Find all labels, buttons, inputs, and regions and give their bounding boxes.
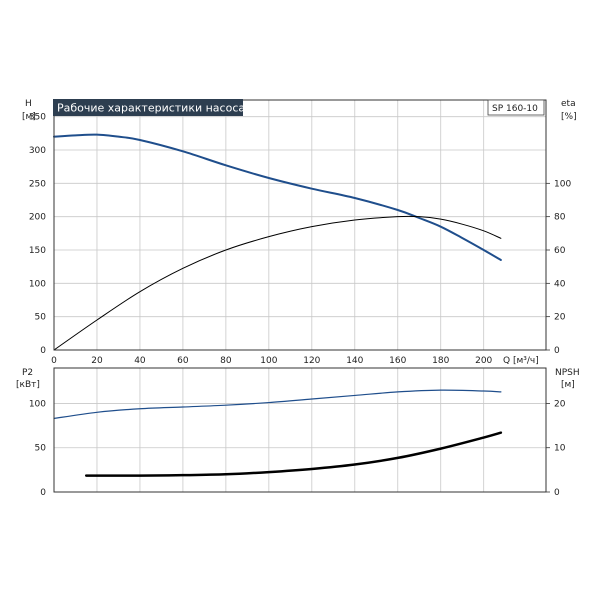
top-left-tick-label: 300 [29,146,46,156]
bottom-right-tick-label: 20 [554,399,566,409]
npsh-axis-unit: [м] [561,380,575,390]
top-tick-labels: 0 20 40 60 80 100 120 140 160 180 2000501001502002… [29,113,572,366]
top-left-tick-label: 50 [35,313,47,323]
top-left-tick-label: 200 [29,213,46,223]
top-plot-frame [53,99,547,351]
x-tick-label: 80 [220,356,232,366]
top-right-tick-label: 80 [554,213,566,223]
x-tick-label: 60 [177,356,189,366]
top-right-tick-label: 60 [554,246,566,256]
top-series-line-0 [53,133,502,261]
x-tick-label: 180 [432,356,449,366]
p2-axis-name: P2 [22,368,33,378]
q-axis-label: Q [м³/ч] [503,356,539,366]
x-tick-label: 140 [346,356,363,366]
model-label: SP 160-10 [492,104,538,114]
bottom-plot-frame [53,367,547,493]
top-left-tick-label: 0 [40,346,46,356]
top-right-tick-label: 0 [554,346,560,356]
x-tick-label: 200 [475,356,492,366]
top-left-tick-label: 250 [29,179,46,189]
top-series [53,133,502,351]
power-npsh-panel: 0 50 100 0 10 20 P2 [кВт] NPSH [м] [16,367,580,498]
top-right-tick-label: 20 [554,313,566,323]
x-tick-label: 100 [260,356,277,366]
bottom-right-tick-label: 0 [554,488,560,498]
eta-axis-name: eta [561,99,576,109]
bottom-left-tick-label: 0 [40,488,46,498]
eta-axis-unit: [%] [561,112,577,122]
top-series-line-1 [53,215,502,351]
bottom-series-line-1 [84,431,503,477]
top-left-tick-label: 100 [29,279,46,289]
bottom-series [53,389,503,477]
x-tick-label: 160 [389,356,406,366]
top-right-tick-label: 100 [554,179,571,189]
bottom-left-tick-label: 50 [35,444,47,454]
x-tick-label: 0 [51,356,57,366]
chart-title-box [53,99,243,116]
x-tick-label: 120 [303,356,320,366]
npsh-axis-name: NPSH [555,368,580,378]
x-tick-label: 40 [134,356,146,366]
top-left-tick-label: 150 [29,246,46,256]
chart-title: Рабочие характеристики насоса [57,102,245,115]
bottom-tick-labels: 0 50 100 0 10 20 [29,399,566,498]
h-axis-unit: [м] [22,112,36,122]
h-axis-name: H [25,99,32,109]
p2-axis-unit: [кВт] [16,380,40,390]
head-efficiency-panel: 0 20 40 60 80 100 120 140 160 180 2000501001502002… [22,99,577,366]
model-label-box [487,99,545,116]
x-tick-label: 20 [91,356,103,366]
bottom-right-tick-label: 10 [554,444,566,454]
bottom-series-line-0 [53,389,502,420]
top-right-tick-label: 40 [554,279,566,289]
bottom-left-tick-label: 100 [29,399,46,409]
top-left-tick-label: 350 [29,113,46,123]
